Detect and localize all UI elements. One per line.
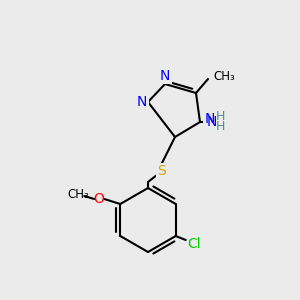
Text: H: H: [215, 110, 225, 124]
Text: N: N: [137, 95, 147, 109]
Text: N: N: [160, 69, 170, 83]
Text: S: S: [158, 164, 166, 178]
Text: N: N: [207, 115, 217, 129]
Text: O: O: [93, 192, 104, 206]
Text: N: N: [205, 112, 215, 126]
Text: CH₃: CH₃: [213, 70, 235, 83]
Text: H: H: [215, 121, 225, 134]
Text: CH₃: CH₃: [68, 188, 89, 202]
Text: Cl: Cl: [187, 237, 200, 251]
